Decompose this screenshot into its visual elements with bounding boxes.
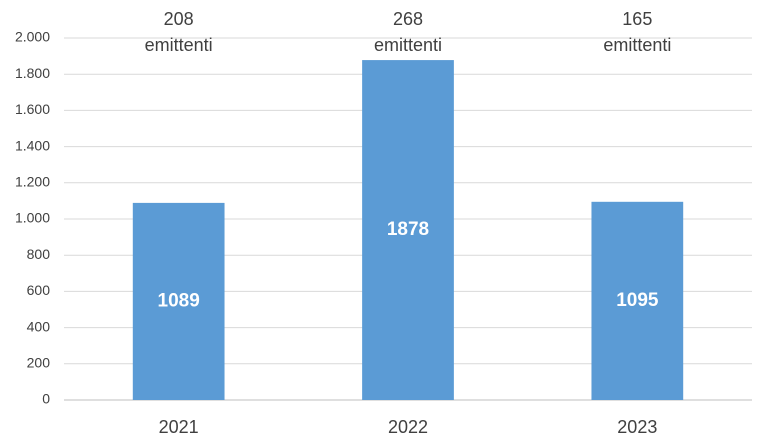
x-tick-label: 2022 — [388, 417, 428, 437]
annotation: emittenti — [145, 35, 213, 55]
bar — [591, 201, 684, 400]
y-tick-label: 0 — [42, 391, 50, 407]
annotation: emittenti — [374, 35, 442, 55]
annotation: emittenti — [603, 35, 671, 55]
y-tick-label: 2.000 — [15, 29, 50, 45]
annotation: 208 — [164, 9, 194, 29]
y-tick-label: 400 — [27, 318, 51, 334]
value-label: 1878 — [387, 219, 429, 240]
bar — [132, 202, 225, 400]
y-tick-label: 1.400 — [15, 137, 50, 153]
bar — [362, 60, 454, 400]
value-label: 1089 — [158, 290, 200, 311]
x-tick-label: 2023 — [617, 417, 657, 437]
y-tick-label: 1.800 — [15, 65, 50, 81]
y-tick-label: 1.200 — [15, 174, 50, 190]
y-tick-label: 600 — [27, 282, 51, 298]
annotation: 165 — [622, 9, 652, 29]
value-label: 1095 — [616, 290, 659, 311]
y-tick-label: 1.000 — [15, 210, 50, 226]
y-tick-label: 200 — [27, 355, 51, 371]
y-tick-label: 800 — [27, 246, 51, 262]
y-tick-label: 1.600 — [15, 101, 50, 117]
annotation: 268 — [393, 9, 423, 29]
x-tick-label: 2021 — [159, 417, 199, 437]
